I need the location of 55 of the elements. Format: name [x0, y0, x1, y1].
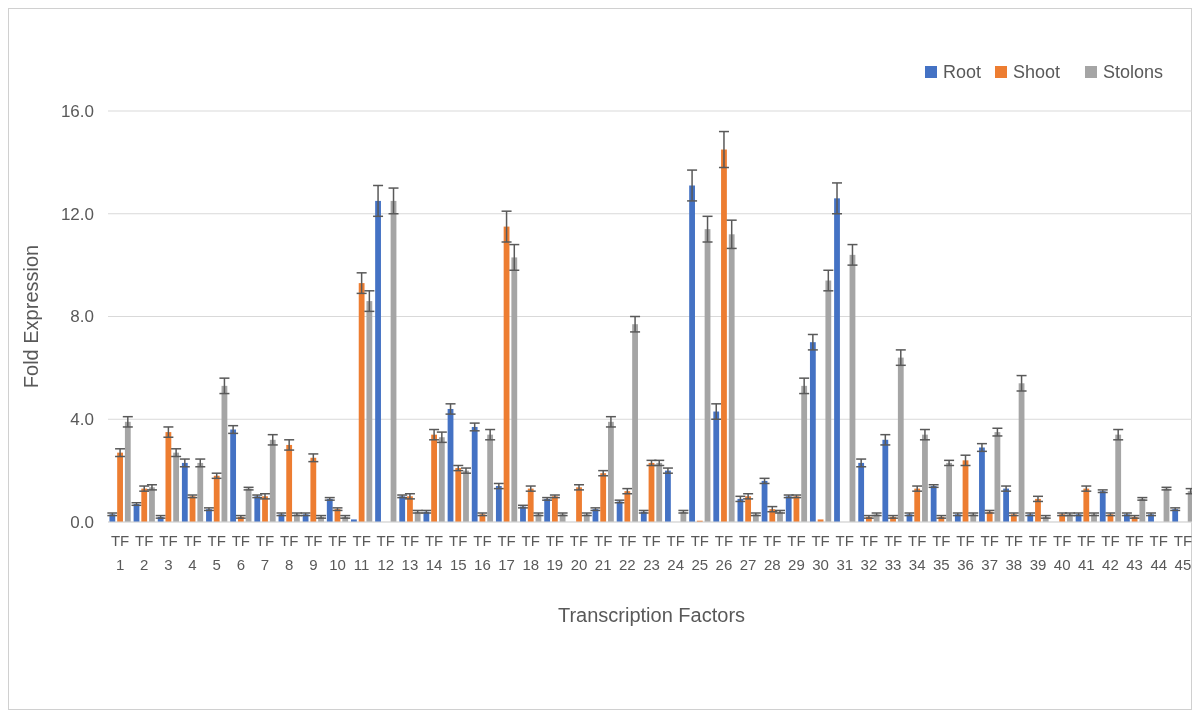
x-tick-label: TF34 — [908, 532, 927, 573]
x-tick-label: TF28 — [763, 532, 782, 573]
x-tick-label: TF30 — [811, 532, 830, 573]
x-tick-label: TF7 — [255, 532, 275, 573]
y-tick-label: 16.0 — [60, 101, 94, 121]
x-tick-label: TF27 — [738, 532, 758, 573]
x-axis-title: Transcription Factors — [557, 604, 746, 626]
x-tick-label: TF26 — [714, 532, 734, 573]
x-tick-label: TF2 — [135, 532, 154, 573]
legend-label: Root — [943, 62, 982, 83]
x-tick-label: TF23 — [642, 532, 661, 573]
x-tick-label: TF35 — [932, 532, 951, 573]
x-tick-label: TF37 — [980, 532, 999, 573]
x-tick-label: TF10 — [328, 532, 347, 573]
x-tick-label: TF29 — [787, 532, 806, 573]
x-tick-label: TF40 — [1052, 532, 1072, 573]
x-tick-label: TF11 — [352, 532, 371, 573]
x-tick-label: TF42 — [1101, 532, 1120, 573]
x-tick-label: TF44 — [1149, 532, 1168, 573]
x-tick-label: TF36 — [956, 532, 975, 573]
x-tick-label: TF16 — [473, 532, 492, 573]
x-tick-label: TF17 — [497, 532, 516, 573]
y-tick-label: 8.0 — [70, 307, 94, 327]
x-tick-label: TF24 — [666, 532, 685, 573]
y-tick-label: 12.0 — [60, 204, 94, 224]
x-tick-label: TF18 — [521, 532, 540, 573]
x-tick-label: TF4 — [183, 532, 202, 573]
x-tick-label: TF1 — [110, 532, 130, 573]
x-tick-label: TF9 — [304, 532, 323, 573]
legend-label: Stolons — [1103, 62, 1164, 83]
x-tick-label: TF41 — [1077, 532, 1096, 573]
y-axis-title: Fold Expression — [20, 244, 42, 389]
x-tick-label: TF38 — [1004, 532, 1023, 573]
x-tick-label: TF45 — [1173, 532, 1193, 573]
x-tick-label: TF31 — [835, 532, 854, 573]
x-tick-label: TF22 — [618, 532, 637, 573]
legend-label: Shoot — [1013, 62, 1061, 83]
x-tick-label: TF20 — [569, 532, 589, 573]
x-tick-label: TF8 — [280, 532, 299, 573]
x-tick-label: TF33 — [883, 532, 903, 573]
x-tick-label: TF39 — [1028, 532, 1048, 573]
y-tick-label: 4.0 — [70, 410, 94, 430]
x-tick-label: TF13 — [400, 532, 420, 573]
x-tick-label: TF21 — [594, 532, 613, 573]
x-tick-label: TF5 — [207, 532, 226, 573]
x-tick-label: TF12 — [376, 532, 395, 573]
x-tick-label: TF43 — [1125, 532, 1144, 573]
x-tick-label: TF32 — [859, 532, 879, 573]
y-tick-label: 0.0 — [70, 512, 94, 532]
x-tick-label: TF15 — [449, 532, 468, 573]
x-tick-label: TF19 — [545, 532, 565, 573]
x-tick-label: TF14 — [424, 532, 444, 573]
x-tick-label: TF25 — [690, 532, 709, 573]
x-tick-label: TF3 — [159, 532, 178, 573]
x-tick-label: TF6 — [231, 532, 251, 573]
